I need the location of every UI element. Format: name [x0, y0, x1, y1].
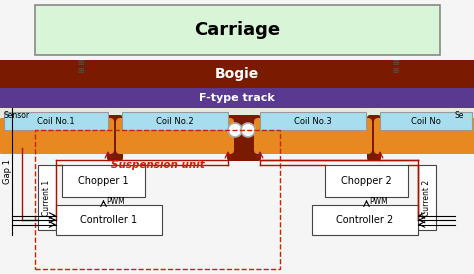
Text: Coil No.2: Coil No.2	[156, 116, 194, 125]
Bar	[0, 108, 474, 122]
Text: F-type track: F-type track	[199, 93, 275, 103]
FancyBboxPatch shape	[56, 205, 162, 235]
FancyBboxPatch shape	[418, 165, 436, 230]
Text: Gap 1: Gap 1	[3, 159, 12, 184]
Text: Current 1: Current 1	[43, 179, 52, 216]
Text: Controller 1: Controller 1	[81, 215, 137, 225]
Text: ⊞: ⊞	[392, 66, 398, 75]
FancyBboxPatch shape	[0, 118, 114, 154]
FancyBboxPatch shape	[107, 115, 123, 161]
FancyBboxPatch shape	[325, 165, 408, 197]
Text: Coil No.3: Coil No.3	[294, 116, 332, 125]
Text: ⊞: ⊞	[392, 58, 398, 67]
FancyBboxPatch shape	[116, 118, 234, 154]
FancyBboxPatch shape	[254, 118, 372, 154]
FancyBboxPatch shape	[4, 112, 108, 130]
Text: PWM: PWM	[107, 196, 125, 206]
FancyBboxPatch shape	[227, 115, 261, 161]
FancyBboxPatch shape	[312, 205, 418, 235]
FancyBboxPatch shape	[380, 112, 472, 130]
FancyBboxPatch shape	[62, 165, 145, 197]
FancyBboxPatch shape	[260, 112, 366, 130]
Text: PWM: PWM	[370, 196, 388, 206]
Text: Controller 2: Controller 2	[337, 215, 393, 225]
Circle shape	[228, 123, 242, 137]
Bar	[0, 88, 474, 108]
Text: ⊞: ⊞	[77, 66, 83, 75]
Text: Chopper 2: Chopper 2	[341, 176, 392, 186]
Text: ⊞: ⊞	[77, 58, 83, 67]
FancyBboxPatch shape	[367, 115, 381, 161]
Text: Coil No.1: Coil No.1	[37, 116, 75, 125]
Text: Carriage: Carriage	[194, 21, 281, 39]
Text: Current 2: Current 2	[422, 179, 431, 216]
Circle shape	[241, 123, 255, 137]
Bar	[0, 60, 474, 88]
FancyBboxPatch shape	[38, 165, 56, 230]
Text: Sensor: Sensor	[4, 110, 30, 119]
Text: Coil No: Coil No	[411, 116, 441, 125]
Text: Chopper 1: Chopper 1	[78, 176, 129, 186]
Text: Se: Se	[455, 110, 465, 119]
Text: Bogie: Bogie	[215, 67, 259, 81]
Text: Suspension unit: Suspension unit	[110, 160, 204, 170]
FancyBboxPatch shape	[122, 112, 228, 130]
FancyBboxPatch shape	[374, 118, 474, 154]
FancyBboxPatch shape	[35, 5, 440, 55]
